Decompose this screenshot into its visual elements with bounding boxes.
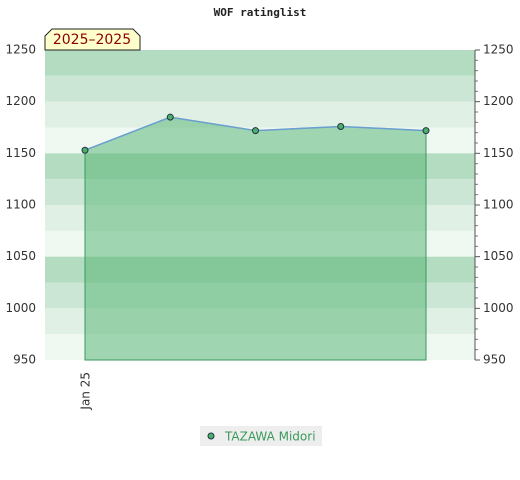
point: [81, 146, 89, 154]
background-band: [45, 50, 475, 76]
point: [252, 127, 259, 135]
legend-box: [200, 426, 322, 446]
y-tick-label-right: 950: [483, 353, 506, 367]
x-tick-label: Jan 25: [79, 372, 93, 411]
legend-label: TAZAWA Midori: [224, 430, 316, 444]
y-tick-label-right: 1050: [483, 249, 514, 263]
point: [337, 122, 345, 130]
y-tick-label-right: 1250: [483, 43, 514, 57]
area: [84, 116, 427, 361]
background-band: [45, 75, 475, 102]
annotation-box: [44, 28, 141, 51]
y-tick-label: 950: [13, 353, 36, 367]
point: [422, 127, 430, 135]
point: [166, 113, 174, 121]
y-tick-label: 1150: [5, 146, 36, 160]
background-band: [45, 101, 475, 128]
y-tick-label: 1050: [5, 249, 36, 263]
y-tick-label: 1200: [5, 94, 36, 108]
y-tick-label: 1100: [5, 198, 36, 212]
y-tick-label-right: 1200: [483, 94, 514, 108]
legend-marker: [207, 432, 215, 440]
chart-title: WOF ratinglist: [214, 6, 307, 19]
y-tick-label-right: 1100: [483, 198, 514, 212]
y-tick-label-right: 1150: [483, 146, 514, 160]
y-tick-label: 1250: [5, 43, 36, 57]
y-tick-label: 1000: [5, 301, 36, 315]
y-tick-label-right: 1000: [483, 301, 514, 315]
annotation: 2025–2025: [53, 32, 131, 48]
